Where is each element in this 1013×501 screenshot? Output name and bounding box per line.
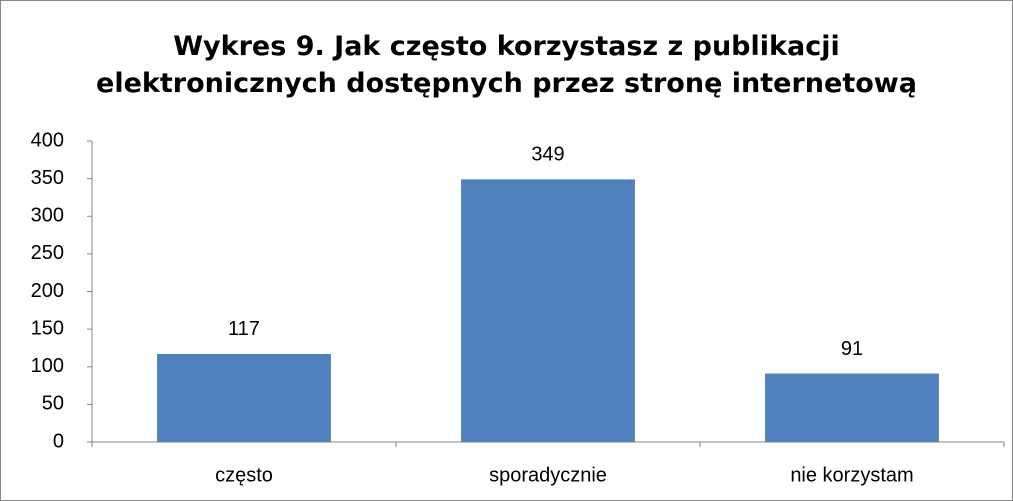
y-tick-label: 50	[42, 393, 64, 415]
data-label: 349	[531, 144, 564, 166]
y-tick-label: 0	[53, 430, 64, 452]
title-box: Wykres 9. Jak często korzystasz z publik…	[96, 31, 917, 108]
y-tick-label: 350	[31, 167, 64, 189]
y-tick-label: 200	[31, 280, 64, 302]
x-tick-label: sporadycznie	[489, 464, 607, 486]
y-tick-label: 250	[31, 242, 64, 264]
chart-title: Wykres 9. Jak często korzystasz z publik…	[96, 31, 917, 108]
bar	[461, 179, 635, 442]
y-tick-label: 400	[31, 129, 64, 151]
x-tick-label: często	[215, 464, 273, 486]
y-tick-label: 150	[31, 317, 64, 339]
bar	[765, 373, 939, 442]
x-tick-label: nie korzystam	[790, 464, 913, 486]
bar	[157, 353, 331, 442]
data-label: 91	[841, 338, 863, 360]
y-tick-label: 100	[31, 355, 64, 377]
y-tick-label: 300	[31, 205, 64, 227]
data-label: 117	[228, 318, 260, 340]
